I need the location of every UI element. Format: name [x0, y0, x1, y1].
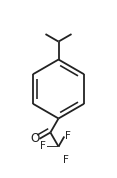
Text: F: F — [63, 155, 69, 165]
Text: F: F — [40, 141, 46, 151]
Text: O: O — [30, 132, 40, 145]
Text: F: F — [65, 131, 70, 141]
